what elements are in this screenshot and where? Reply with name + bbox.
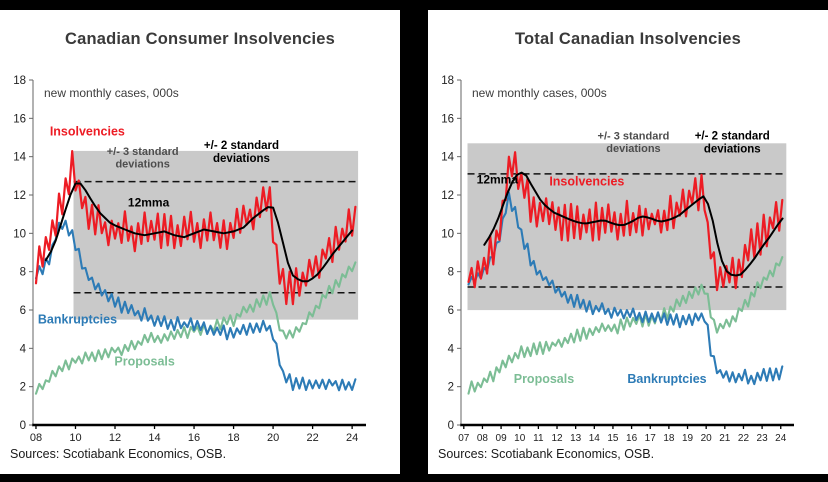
std3-band	[467, 143, 787, 311]
x-tick-label: 20	[701, 433, 713, 442]
annotation-12mma: 12mma	[128, 196, 170, 210]
x-tick-label: 24	[775, 433, 787, 442]
series-proposals	[34, 261, 357, 395]
y-tick-label: 6	[20, 305, 26, 317]
y-tick-label: 8	[448, 267, 454, 279]
source-note: Sources: Scotiabank Economics, OSB.	[438, 447, 655, 461]
x-tick-label: 07	[458, 433, 470, 442]
y-tick-label: 4	[448, 343, 455, 355]
x-tick-label: 23	[757, 433, 769, 442]
series-12mma	[483, 171, 784, 277]
x-tick-label: 19	[682, 433, 694, 442]
annotation-bankruptcies: Bankruptcies	[38, 312, 117, 326]
series-proposals	[467, 256, 784, 395]
annotation-12mma: 12mma	[477, 173, 519, 187]
series-insolvencies	[467, 151, 784, 292]
annotation-: +/- 2 standard deviations	[695, 130, 770, 155]
x-tick-label: 14	[589, 433, 601, 442]
x-tick-label: 11	[533, 433, 544, 442]
series-12mma	[44, 182, 354, 283]
series-bankruptcies	[34, 219, 357, 392]
y-tick-label: 2	[448, 382, 454, 394]
x-tick-label: 24	[346, 432, 358, 442]
x-tick-label: 08	[477, 433, 489, 442]
y-tick-label: 16	[441, 113, 454, 125]
x-tick-label: 14	[148, 432, 160, 442]
x-tick-label: 20	[267, 432, 279, 442]
y-tick-label: 6	[448, 305, 454, 317]
x-tick-label: 12	[109, 432, 121, 442]
annotation-bankruptcies: Bankruptcies	[627, 372, 706, 386]
x-tick-label: 12	[551, 433, 563, 442]
x-tick-label: 15	[607, 433, 619, 442]
y-tick-label: 18	[13, 75, 26, 87]
y-tick-label: 0	[448, 420, 454, 432]
axis-units-note: new monthly cases, 000s	[44, 86, 179, 100]
chart-panel-total-insolvencies: Total Canadian Insolvencies 0 2 4 6 8 10 12 14 1…	[428, 10, 828, 474]
y-tick-label: 12	[13, 190, 26, 202]
axis-units-note: new monthly cases, 000s	[472, 86, 607, 100]
y-tick-label: 18	[441, 75, 454, 87]
x-tick-label: 16	[626, 433, 638, 442]
x-tick-label: 22	[738, 433, 750, 442]
annotation-: +/- 2 standard deviations	[204, 140, 279, 165]
y-tick-label: 14	[13, 152, 26, 164]
y-tick-label: 16	[13, 113, 26, 125]
chart-title: Total Canadian Insolvencies	[514, 30, 742, 48]
x-tick-label: 17	[645, 433, 657, 442]
source-note: Sources: Scotiabank Economics, OSB.	[10, 447, 227, 461]
x-tick-label: 10	[69, 432, 81, 442]
x-tick-label: 16	[188, 432, 200, 442]
annotation-proposals: Proposals	[514, 372, 574, 386]
chart-panel-consumer-insolvencies: Canadian Consumer Insolvencies 0 2 4 6 8 10 12…	[0, 10, 400, 474]
y-tick-label: 4	[20, 343, 27, 355]
x-tick-label: 08	[30, 432, 42, 442]
annotation-insolvencies: Insolvencies	[549, 174, 624, 188]
x-tick-label: 21	[719, 433, 731, 442]
x-tick-label: 13	[570, 433, 582, 442]
y-tick-label: 8	[20, 267, 26, 279]
y-tick-label: 10	[441, 228, 454, 240]
x-tick-label: 18	[227, 432, 239, 442]
chart-title: Canadian Consumer Insolvencies	[64, 30, 336, 48]
x-tick-label: 18	[663, 433, 675, 442]
series-bankruptcies	[467, 191, 784, 386]
y-tick-label: 2	[20, 382, 26, 394]
x-tick-label: 10	[514, 433, 526, 442]
annotation-proposals: Proposals	[114, 355, 174, 369]
y-tick-label: 14	[441, 152, 454, 164]
x-tick-label: 22	[306, 432, 318, 442]
y-tick-label: 12	[441, 190, 454, 202]
annotation-: +/- 3 standard deviations	[107, 146, 179, 171]
y-tick-label: 10	[13, 228, 26, 240]
x-tick-label: 09	[496, 433, 508, 442]
annotation-insolvencies: Insolvencies	[50, 125, 125, 139]
annotation-: +/- 3 standard deviations	[598, 130, 670, 155]
y-tick-label: 0	[20, 420, 26, 432]
